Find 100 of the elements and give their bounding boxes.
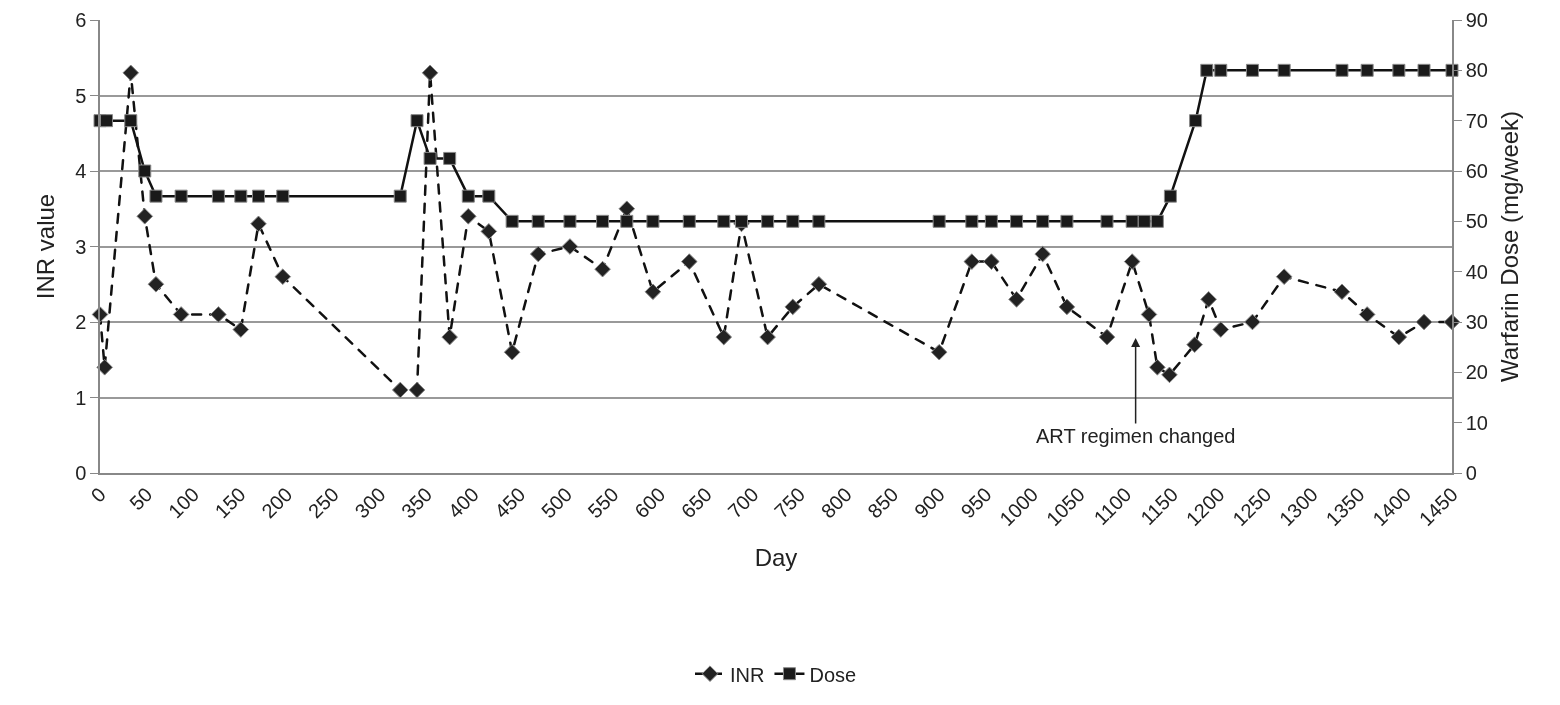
point (210, 306, 227, 323)
y2-axis-title: Warfarin Dose (mg/week) (1495, 110, 1523, 383)
point (596, 214, 610, 228)
point (1360, 63, 1374, 77)
point (620, 214, 634, 228)
point (234, 189, 248, 203)
x-tick-label: 400 (443, 483, 483, 523)
point (1245, 63, 1259, 77)
point (932, 214, 946, 228)
point (1140, 306, 1158, 323)
point (1036, 214, 1050, 228)
point (644, 283, 662, 301)
point (138, 164, 152, 178)
x-tick-label: 600 (630, 483, 670, 523)
point (1060, 214, 1074, 228)
point (717, 214, 731, 228)
point (393, 189, 407, 203)
point (682, 214, 696, 228)
point (680, 253, 698, 270)
point (1358, 306, 1376, 323)
point (1123, 253, 1141, 270)
point (983, 253, 1000, 270)
point (1335, 63, 1349, 77)
point (124, 114, 138, 128)
point (963, 253, 981, 270)
point (482, 189, 496, 203)
point (563, 214, 577, 228)
x-tick-label: 200 (257, 483, 297, 523)
point (1244, 313, 1261, 331)
point (505, 214, 519, 228)
y2-tick-label: 80 (1465, 59, 1488, 82)
point (1010, 214, 1024, 228)
point (786, 214, 800, 228)
point (232, 321, 250, 338)
x-tick-label: 300 (350, 483, 390, 523)
y2-tick-label: 50 (1465, 210, 1488, 233)
point (735, 214, 748, 228)
point (1137, 214, 1151, 228)
x-tick-label: 950 (956, 483, 996, 523)
point (408, 381, 426, 399)
y2-tick-label: 60 (1465, 160, 1488, 182)
y2-tick-label: 40 (1465, 260, 1488, 283)
x-tick-label: 450 (490, 483, 530, 523)
point (147, 275, 165, 293)
point (1390, 328, 1408, 346)
point (1392, 63, 1406, 77)
point (784, 298, 802, 316)
point (252, 189, 266, 203)
x-tick-label: 100 (163, 483, 204, 523)
point (594, 260, 611, 278)
point (1200, 63, 1214, 77)
point (646, 214, 660, 228)
point (423, 151, 437, 165)
point (1163, 189, 1177, 203)
x-tick-label: 850 (863, 483, 903, 523)
point (461, 189, 475, 203)
y2-tick-label: 70 (1465, 109, 1488, 132)
point (618, 200, 636, 218)
y-tick-label: 4 (75, 160, 87, 182)
point (930, 343, 948, 361)
y-tick-label: 2 (75, 311, 87, 333)
point (391, 381, 409, 399)
point (1275, 268, 1293, 285)
x-tick-label: 500 (536, 483, 577, 523)
legend-label: Dose (809, 663, 857, 686)
point (810, 275, 828, 293)
point (984, 214, 998, 228)
point (1161, 366, 1178, 384)
x-tick-label: 800 (816, 483, 856, 523)
y2-tick-label: 20 (1465, 361, 1488, 384)
point (812, 214, 826, 228)
x-tick-label: 550 (583, 483, 623, 523)
y-tick-label: 5 (75, 84, 87, 107)
y2-tick-label: 30 (1465, 311, 1488, 333)
point (1214, 63, 1228, 77)
x-tick-label: 700 (723, 483, 763, 523)
x-tick-label: 50 (125, 483, 157, 515)
point (250, 215, 267, 233)
y-axis-title: INR value (31, 193, 59, 300)
point (480, 223, 498, 240)
point (1098, 328, 1116, 346)
point (1186, 336, 1203, 353)
y2-tick-label: 90 (1465, 9, 1488, 31)
point (1125, 214, 1139, 228)
point (1100, 214, 1114, 228)
legend-label: INR (730, 663, 765, 686)
x-axis-title: Day (754, 543, 798, 571)
y-tick-label: 1 (75, 386, 87, 409)
point (759, 328, 776, 346)
point (172, 306, 190, 323)
point (531, 214, 545, 228)
annotation: ART regimen changed (1036, 425, 1236, 447)
point (503, 343, 521, 361)
point (1277, 63, 1291, 77)
point (96, 359, 113, 376)
point (1212, 321, 1230, 338)
point (1415, 313, 1433, 331)
point (1034, 245, 1051, 263)
point (1445, 63, 1459, 77)
point (1333, 283, 1351, 301)
